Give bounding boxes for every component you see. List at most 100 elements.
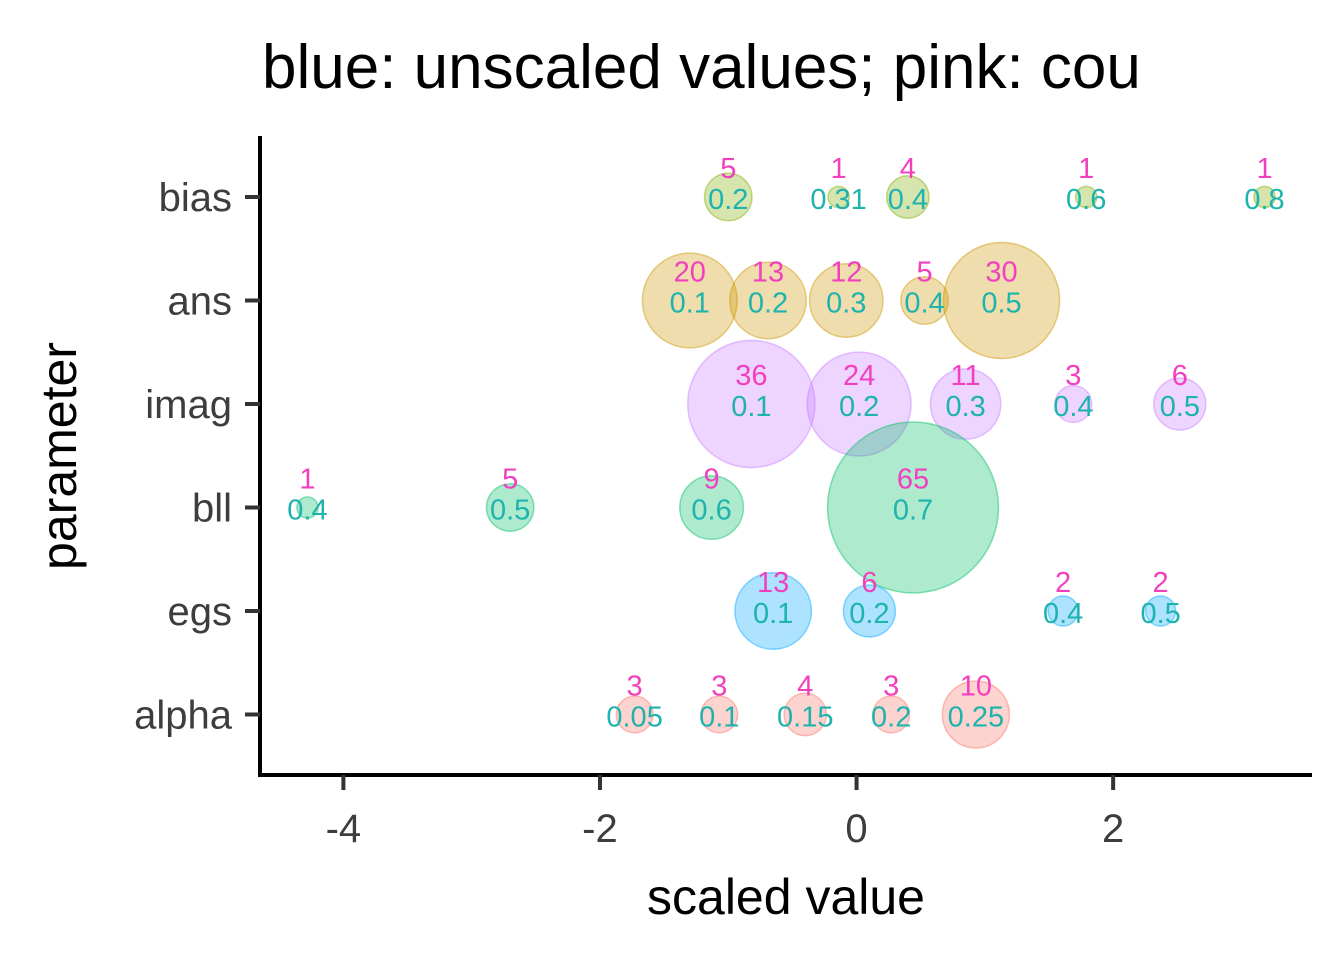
bubble-alpha (700, 695, 739, 734)
count-label: 2 (1153, 567, 1169, 599)
y-tick-label-bll: bll (192, 487, 232, 531)
value-label: 0.2 (849, 598, 889, 630)
value-label: 0.7 (893, 495, 933, 527)
count-label: 3 (711, 671, 727, 703)
count-label: 4 (797, 671, 813, 703)
bubble-ans (641, 252, 738, 349)
value-label: 0.5 (1160, 391, 1200, 423)
bubble-imag (929, 368, 1002, 440)
bubble-egs (1047, 595, 1079, 627)
value-label: 0.2 (871, 702, 911, 734)
y-axis-title: parameter (31, 342, 87, 570)
bubble-imag (687, 339, 816, 469)
value-label: 0.2 (748, 288, 788, 320)
bubble-ans (900, 276, 950, 325)
y-tick-label-alpha: alpha (134, 694, 233, 738)
count-label: 30 (985, 257, 1017, 289)
value-label: 0.1 (670, 288, 710, 320)
bubble-bias (827, 185, 850, 209)
bubble-ans (729, 261, 808, 340)
bubble-bias (703, 172, 753, 222)
count-label: 3 (627, 671, 643, 703)
value-label: 0.5 (1140, 598, 1180, 630)
count-label: 36 (735, 360, 767, 392)
value-label: 0.31 (810, 184, 866, 216)
y-tick-label-imag: imag (145, 383, 232, 427)
count-label: 3 (1065, 360, 1081, 392)
bubble-bias (885, 175, 930, 219)
bubble-imag (1054, 384, 1093, 424)
count-label: 10 (960, 671, 992, 703)
value-label: 0.2 (708, 184, 748, 216)
bubble-imag (806, 351, 912, 457)
count-label: 1 (1256, 153, 1272, 185)
count-label: 5 (720, 153, 736, 185)
bubble-egs (1144, 595, 1177, 627)
value-label: 0.05 (606, 702, 662, 734)
bubble-alpha (615, 695, 654, 734)
count-label: 9 (704, 464, 720, 496)
count-label: 3 (883, 671, 899, 703)
bubble-bias (1253, 185, 1276, 209)
bubbles-layer (296, 172, 1276, 749)
x-tick-label: 0 (845, 807, 867, 851)
count-label: 12 (830, 257, 862, 289)
bubble-ans (808, 263, 884, 338)
value-label: 0.1 (699, 702, 739, 734)
value-label: 0.6 (1066, 184, 1106, 216)
bubble-egs (734, 572, 813, 650)
x-tick-label: -2 (582, 807, 618, 851)
count-label: 6 (861, 567, 877, 599)
value-label: 0.4 (287, 495, 327, 527)
value-label: 0.2 (839, 391, 879, 423)
bubble-ans (942, 241, 1061, 360)
bubble-alpha (872, 695, 911, 734)
x-tick-label: 2 (1102, 807, 1124, 851)
value-label: 0.25 (948, 702, 1004, 734)
count-label: 1 (299, 464, 315, 496)
bubble-bll (485, 483, 535, 532)
count-label: 13 (752, 257, 784, 289)
count-label: 24 (843, 360, 875, 392)
value-label: 0.4 (888, 184, 928, 216)
value-label: 0.6 (691, 495, 731, 527)
count-label: 4 (900, 153, 916, 185)
bubble-bll (296, 496, 319, 519)
count-label: 11 (951, 360, 981, 392)
count-label: 1 (1078, 153, 1094, 185)
count-label: 1 (831, 153, 847, 185)
count-label: 6 (1172, 360, 1188, 392)
bubble-bll (826, 421, 1000, 594)
x-axis-ticks: -4 -2 0 2 (326, 775, 1124, 851)
value-label: 0.4 (1043, 598, 1083, 630)
count-label: 20 (674, 257, 706, 289)
value-label: 0.8 (1244, 184, 1284, 216)
count-label: 5 (502, 464, 518, 496)
x-tick-label: -4 (326, 807, 362, 851)
value-label: 0.3 (826, 288, 866, 320)
count-label: 2 (1055, 567, 1071, 599)
y-tick-label-bias: bias (159, 176, 232, 220)
labels-layer: 50.210.3140.410.610.8200.1130.2120.350.4… (287, 153, 1284, 734)
count-label: 65 (897, 464, 929, 496)
value-label: 0.4 (1053, 391, 1093, 423)
bubble-alpha (941, 680, 1011, 749)
bubble-imag (1153, 377, 1207, 431)
bubble-bias (1074, 185, 1098, 209)
value-label: 0.3 (945, 391, 985, 423)
value-label: 0.5 (490, 495, 530, 527)
bubble-egs (842, 584, 897, 638)
value-label: 0.4 (904, 288, 944, 320)
count-label: 13 (757, 567, 789, 599)
x-axis-title: scaled value (647, 869, 925, 925)
value-label: 0.5 (981, 288, 1021, 320)
chart-title: blue: unscaled values; pink: cou (262, 33, 1141, 102)
y-axis-ticks: bias ans imag bll egs alpha (134, 176, 260, 738)
count-label: 5 (916, 257, 932, 289)
y-tick-label-egs: egs (168, 590, 233, 634)
bubble-alpha (783, 692, 828, 737)
bubble-bll (679, 474, 745, 541)
value-label: 0.15 (777, 702, 833, 734)
y-tick-label-ans: ans (168, 280, 233, 324)
